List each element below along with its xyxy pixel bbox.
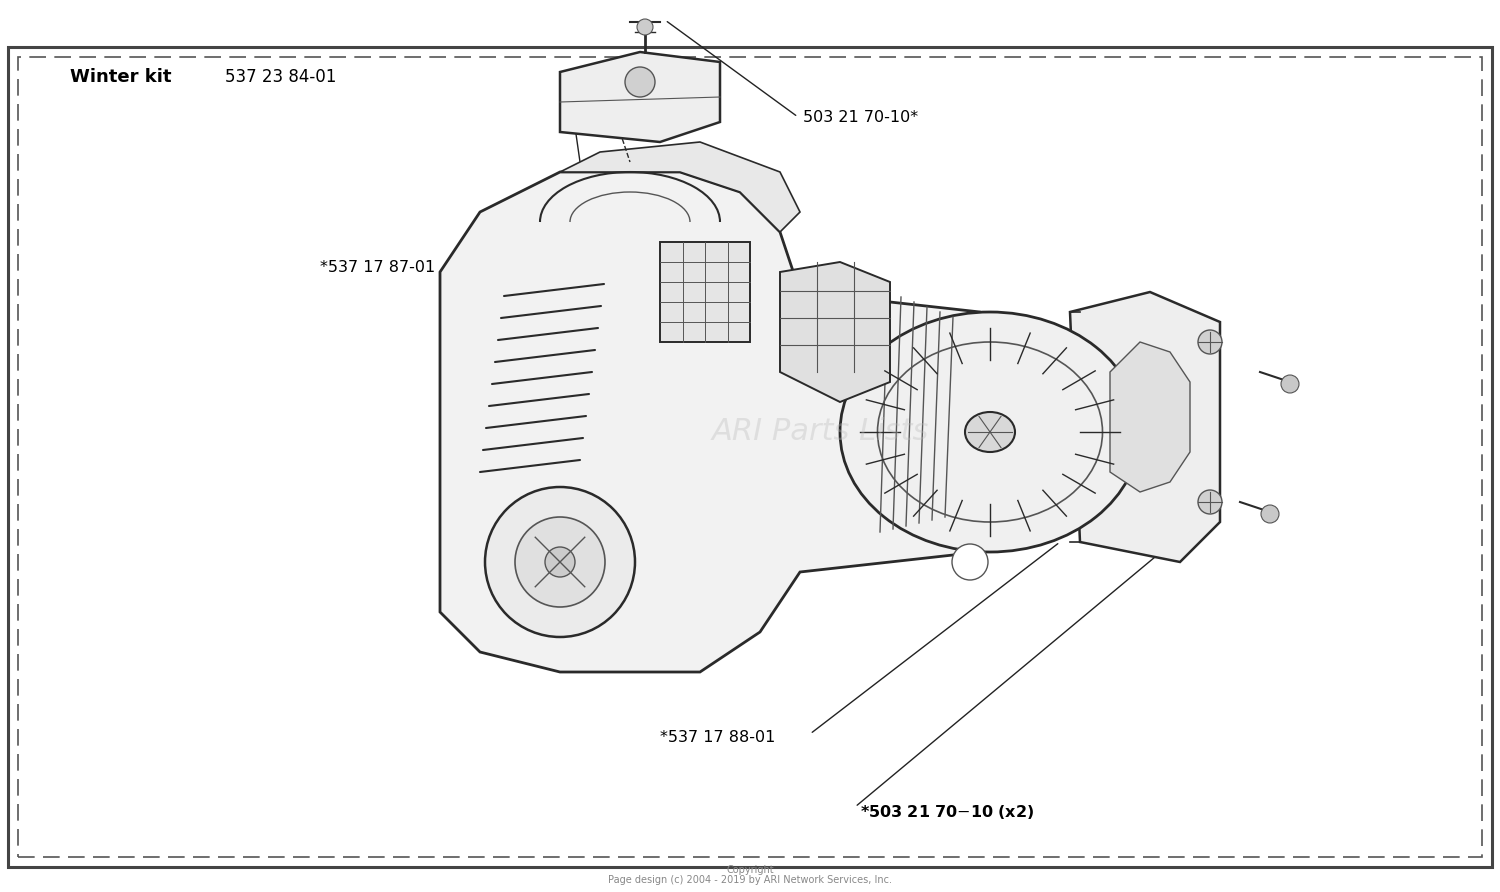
Circle shape (1262, 505, 1280, 523)
Circle shape (484, 487, 634, 637)
Circle shape (1198, 330, 1222, 354)
Circle shape (514, 517, 604, 607)
Text: Winter kit: Winter kit (70, 68, 171, 86)
Text: 503 21 70-10*: 503 21 70-10* (802, 110, 918, 125)
Polygon shape (1070, 292, 1220, 562)
Polygon shape (780, 262, 889, 402)
Circle shape (952, 544, 988, 580)
Text: ARI Parts Lists: ARI Parts Lists (711, 417, 928, 447)
Polygon shape (560, 52, 720, 142)
Text: Copyright: Copyright (726, 865, 774, 875)
Ellipse shape (964, 412, 1016, 452)
Circle shape (1281, 375, 1299, 393)
Bar (18, 57, 1482, 857)
Text: Page design (c) 2004 - 2019 by ARI Network Services, Inc.: Page design (c) 2004 - 2019 by ARI Netwo… (608, 875, 892, 885)
Circle shape (1198, 490, 1222, 514)
Ellipse shape (840, 312, 1140, 552)
Polygon shape (560, 142, 800, 232)
Circle shape (544, 547, 574, 577)
Circle shape (626, 67, 656, 97)
Text: *537 17 88-01: *537 17 88-01 (660, 730, 776, 745)
Text: *537 17 87-01: *537 17 87-01 (320, 260, 435, 275)
Bar (660, 242, 750, 342)
Text: $\mathbf{*503\ 21\ 70\mathit{-}10\ (x2)}$: $\mathbf{*503\ 21\ 70\mathit{-}10\ (x2)}… (859, 803, 1034, 821)
Polygon shape (1110, 342, 1190, 492)
Text: 537 23 84-01: 537 23 84-01 (225, 68, 336, 86)
Circle shape (638, 19, 652, 35)
Polygon shape (440, 172, 1030, 672)
